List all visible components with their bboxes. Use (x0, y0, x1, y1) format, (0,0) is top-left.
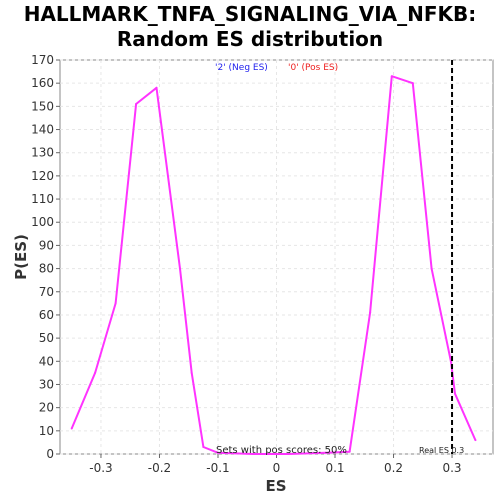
x-tick-label: 0.3 (442, 461, 461, 475)
data-point (114, 302, 117, 305)
data-point (94, 371, 97, 374)
y-tick-label: 70 (39, 285, 54, 299)
data-point (390, 75, 393, 78)
y-tick-label: 0 (46, 447, 54, 461)
grid (60, 59, 493, 455)
x-tick-label: -0.3 (89, 461, 112, 475)
data-point (287, 453, 290, 455)
chart-title: HALLMARK_TNFA_SIGNALING_VIA_NFKB: Random… (0, 2, 500, 52)
y-tick-label: 100 (31, 215, 54, 229)
legend-pos-es: '0' (Pos ES) (288, 63, 338, 73)
y-tick-label: 80 (39, 262, 54, 276)
data-point (190, 371, 193, 374)
real-es-label: Real ES 0.3 (419, 446, 464, 455)
data-point (178, 267, 181, 270)
plot-area (59, 59, 494, 455)
chart-title-line-2: Random ES distribution (116, 27, 384, 51)
x-axis-title: ES (265, 477, 286, 495)
data-point (348, 450, 351, 453)
data-point (202, 446, 205, 449)
data-point (70, 427, 73, 430)
data-point (453, 392, 456, 395)
y-tick-label: 170 (31, 53, 54, 67)
y-tick-label: 110 (31, 192, 54, 206)
x-axis: -0.3 -0.2 -0.1 0 0.1 0.2 0.3 (89, 454, 462, 475)
data-point (430, 267, 433, 270)
pos-scores-note: Sets with pos scores: 50% (216, 445, 347, 456)
y-tick-label: 150 (31, 99, 54, 113)
data-point (216, 451, 219, 454)
series-line (70, 75, 477, 455)
data-point (135, 103, 138, 106)
legend-neg-es: '2' (Neg ES) (215, 63, 268, 73)
data-point (252, 453, 255, 455)
y-tick-label: 90 (39, 238, 54, 252)
data-point (325, 451, 328, 454)
chart-title-line-1: HALLMARK_TNFA_SIGNALING_VIA_NFKB: (23, 2, 477, 26)
y-axis: 0 10 20 30 40 50 60 70 80 90 100 110 120 130 140 150 160… (31, 53, 60, 461)
y-tick-label: 10 (39, 424, 54, 438)
y-axis-title: P(ES) (12, 234, 30, 280)
x-tick-label: -0.1 (206, 461, 229, 475)
y-tick-label: 60 (39, 308, 54, 322)
y-tick-label: 50 (39, 331, 54, 345)
y-tick-label: 130 (31, 146, 54, 160)
y-tick-label: 160 (31, 76, 54, 90)
x-tick-label: -0.2 (148, 461, 171, 475)
data-point (369, 311, 372, 314)
data-point (155, 86, 158, 89)
y-tick-label: 120 (31, 169, 54, 183)
y-tick-label: 140 (31, 123, 54, 137)
series-group (70, 75, 477, 455)
y-tick-label: 30 (39, 377, 54, 391)
y-tick-label: 40 (39, 354, 54, 368)
y-tick-label: 20 (39, 401, 54, 415)
data-point (474, 439, 477, 442)
x-tick-label: 0 (273, 461, 281, 475)
x-tick-label: 0.2 (384, 461, 403, 475)
x-tick-label: 0.1 (325, 461, 344, 475)
data-point (411, 82, 414, 85)
